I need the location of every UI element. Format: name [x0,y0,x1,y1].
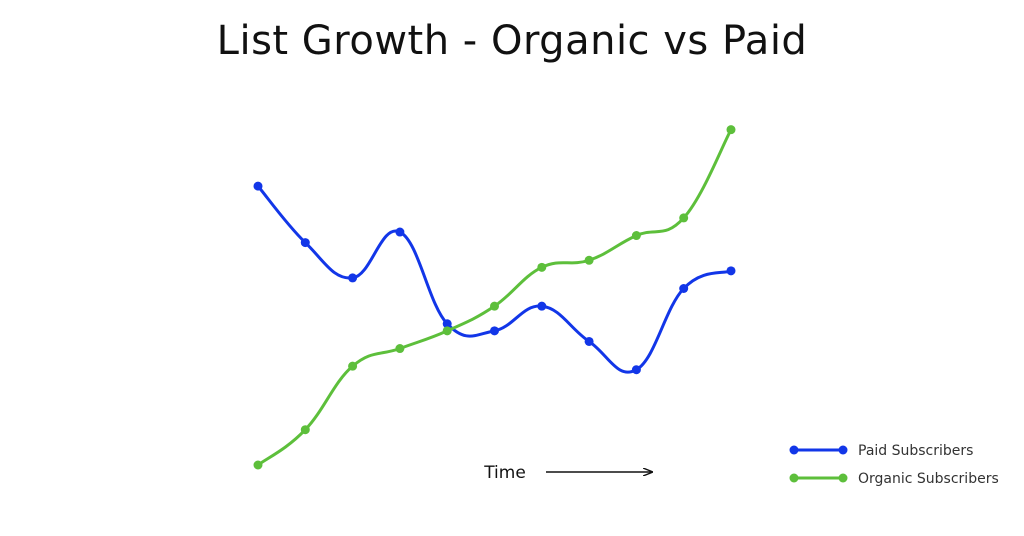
data-point [348,273,358,283]
series-line [256,128,733,467]
data-point [726,266,736,276]
series-line [256,184,733,374]
data-point [679,213,689,223]
legend-swatch-dot [838,445,848,455]
legend-label: Paid Subscribers [858,443,973,459]
data-point [395,344,405,354]
legend-swatch-dot [838,473,848,483]
data-point [726,125,736,135]
data-point [631,365,641,375]
legend-item: Organic Subscribers [789,471,999,487]
data-point [537,301,547,311]
chart-title: List Growth - Organic vs Paid [216,18,808,64]
legend-label: Organic Subscribers [858,471,999,487]
x-axis-label: Time [483,463,526,483]
data-point [253,181,263,191]
data-point [442,319,452,329]
data-point [300,238,310,248]
data-point [253,460,263,470]
data-point [537,262,547,272]
data-point [631,231,641,241]
data-point [490,326,499,336]
legend: Paid Subscribers Organic Subscribers [789,443,999,487]
series-layer [253,125,736,470]
data-point [584,255,594,265]
data-point [442,326,452,336]
data-point [348,361,358,371]
series-paid [253,181,736,375]
legend-item: Paid Subscribers [789,443,973,459]
legend-swatch-dot [789,445,799,455]
data-point [395,227,405,237]
data-point [584,336,594,346]
data-point [300,425,310,435]
data-point [679,284,689,293]
series-organic [253,125,736,470]
x-axis-indicator: Time [483,463,652,483]
legend-swatch-dot [789,473,799,483]
data-point [490,301,499,311]
